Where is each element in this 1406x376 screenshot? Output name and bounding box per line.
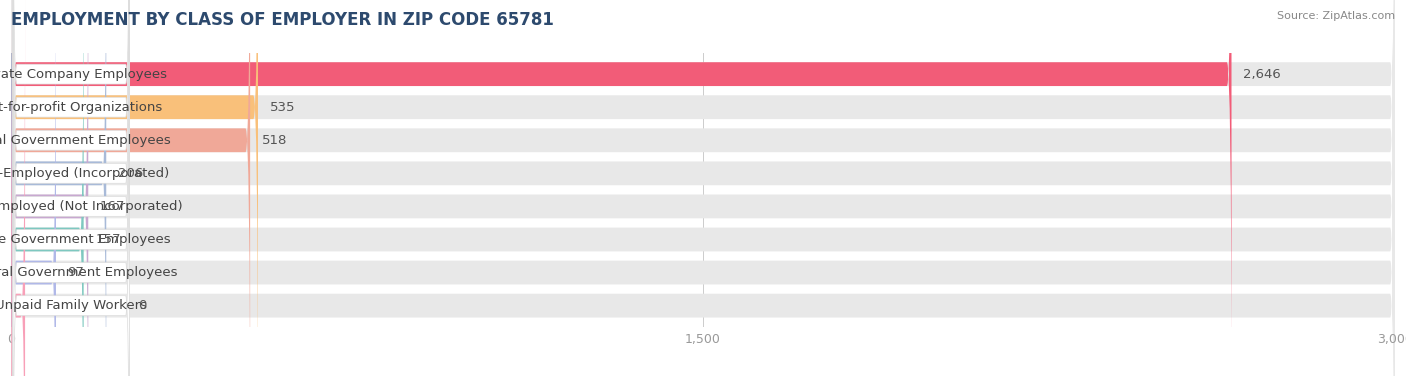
Text: 157: 157 [96,233,121,246]
FancyBboxPatch shape [11,0,1395,376]
FancyBboxPatch shape [11,0,1395,376]
FancyBboxPatch shape [11,0,250,376]
FancyBboxPatch shape [13,0,129,362]
Text: 97: 97 [67,266,84,279]
FancyBboxPatch shape [11,0,107,376]
FancyBboxPatch shape [11,0,1395,376]
FancyBboxPatch shape [11,0,89,376]
Text: 167: 167 [100,200,125,213]
Text: State Government Employees: State Government Employees [0,233,172,246]
Text: 535: 535 [270,101,295,114]
Text: 206: 206 [118,167,143,180]
Text: Federal Government Employees: Federal Government Employees [0,266,179,279]
Text: Unpaid Family Workers: Unpaid Family Workers [0,299,148,312]
FancyBboxPatch shape [13,0,129,376]
Text: 2,646: 2,646 [1243,68,1281,80]
FancyBboxPatch shape [11,0,1395,376]
FancyBboxPatch shape [11,0,56,376]
Text: Private Company Employees: Private Company Employees [0,68,167,80]
FancyBboxPatch shape [11,0,1395,376]
FancyBboxPatch shape [11,0,25,376]
FancyBboxPatch shape [11,0,1232,376]
FancyBboxPatch shape [13,0,129,376]
FancyBboxPatch shape [13,0,129,329]
Text: Self-Employed (Incorporated): Self-Employed (Incorporated) [0,167,169,180]
FancyBboxPatch shape [13,51,129,376]
Text: 0: 0 [138,299,146,312]
FancyBboxPatch shape [11,0,257,376]
Text: EMPLOYMENT BY CLASS OF EMPLOYER IN ZIP CODE 65781: EMPLOYMENT BY CLASS OF EMPLOYER IN ZIP C… [11,11,554,29]
FancyBboxPatch shape [11,0,1395,376]
FancyBboxPatch shape [11,0,1395,376]
FancyBboxPatch shape [11,0,83,376]
FancyBboxPatch shape [13,18,129,376]
Text: Source: ZipAtlas.com: Source: ZipAtlas.com [1277,11,1395,21]
FancyBboxPatch shape [13,0,129,376]
Text: Self-Employed (Not Incorporated): Self-Employed (Not Incorporated) [0,200,183,213]
FancyBboxPatch shape [11,0,1395,376]
Text: Not-for-profit Organizations: Not-for-profit Organizations [0,101,162,114]
FancyBboxPatch shape [13,0,129,376]
Text: Local Government Employees: Local Government Employees [0,134,170,147]
Text: 518: 518 [262,134,287,147]
